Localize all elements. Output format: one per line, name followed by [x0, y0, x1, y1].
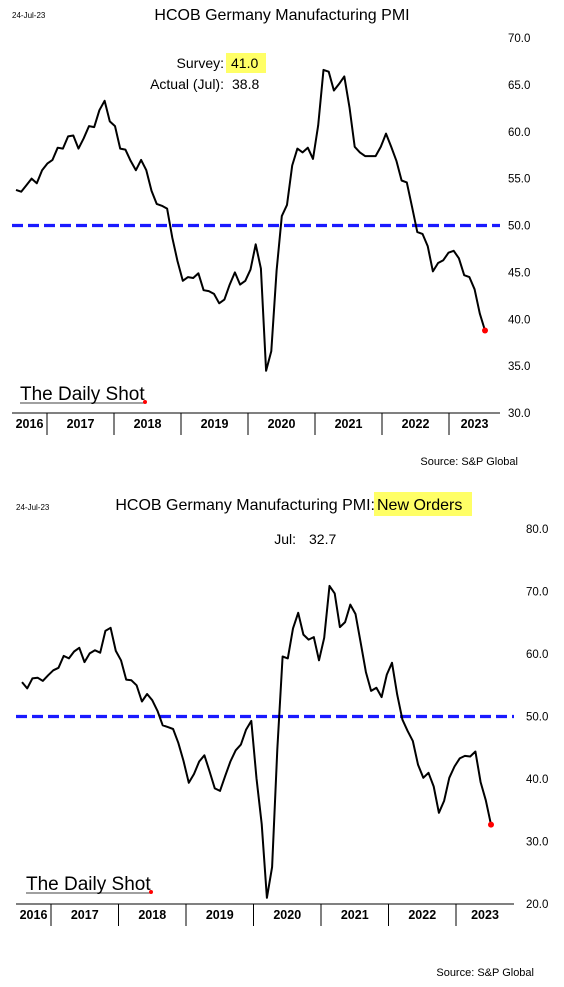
x-tick-label: 2019 — [206, 908, 234, 922]
x-tick-label: 2020 — [273, 908, 301, 922]
title-highlight-box — [374, 492, 472, 516]
y-tick-label: 30.0 — [526, 837, 548, 849]
y-tick-label: 20.0 — [526, 899, 548, 911]
y-tick-label: 35.0 — [508, 361, 530, 373]
y-tick-label: 70.0 — [526, 587, 548, 599]
date-stamp: 24-Jul-23 — [16, 503, 50, 512]
chart-panel-new-orders: 24-Jul-23 HCOB Germany Manufacturing PMI… — [0, 490, 564, 982]
chart-title: HCOB Germany Manufacturing PMI: — [115, 497, 375, 514]
source-note: Source: S&P Global — [436, 967, 534, 979]
x-tick-label: 2019 — [201, 417, 229, 431]
watermark-dot — [143, 400, 147, 404]
x-tick-label: 2018 — [138, 908, 166, 922]
chart-panel-pmi: 24-Jul-23 HCOB Germany Manufacturing PMI… — [0, 0, 564, 490]
y-tick-label: 60.0 — [526, 649, 548, 661]
date-stamp: 24-Jul-23 — [12, 11, 46, 20]
x-tick-label: 2016 — [20, 908, 48, 922]
y-tick-label: 55.0 — [508, 174, 530, 186]
x-tick-label: 2018 — [134, 417, 162, 431]
chart-title-highlight: New Orders — [377, 497, 462, 514]
source-note: Source: S&P Global — [420, 456, 518, 468]
y-tick-label: 65.0 — [508, 80, 530, 92]
pmi-chart: 24-Jul-23 HCOB Germany Manufacturing PMI… — [12, 7, 530, 468]
jul-label: Jul: — [274, 531, 296, 547]
actual-value: 38.8 — [232, 76, 259, 92]
y-tick-label: 60.0 — [508, 127, 530, 139]
x-tick-label: 2021 — [335, 417, 363, 431]
y-tick-label: 45.0 — [508, 267, 530, 279]
y-tick-label: 30.0 — [508, 408, 530, 420]
y-tick-label: 50.0 — [508, 221, 530, 233]
x-tick-label: 2020 — [268, 417, 296, 431]
chart-title: HCOB Germany Manufacturing PMI — [154, 7, 409, 24]
actual-label: Actual (Jul): — [150, 76, 224, 92]
last-data-point — [482, 327, 488, 334]
y-tick-label: 70.0 — [508, 33, 530, 45]
x-tick-label: 2023 — [461, 417, 489, 431]
plot-area: 30.0 35.0 40.0 45.0 50.0 55.0 60.0 65.0 70.0 2016… — [12, 33, 530, 435]
y-tick-label: 80.0 — [526, 524, 548, 536]
survey-label: Survey: — [177, 55, 224, 71]
x-tick-label: 2023 — [471, 908, 499, 922]
watermark: The Daily Shot — [20, 384, 145, 405]
y-tick-label: 40.0 — [526, 774, 548, 786]
series-line — [15, 68, 486, 372]
watermark: The Daily Shot — [26, 874, 151, 895]
last-data-point — [488, 821, 494, 828]
new-orders-chart: 24-Jul-23 HCOB Germany Manufacturing PMI… — [16, 492, 548, 979]
watermark-dot — [149, 890, 153, 894]
x-tick-label: 2017 — [71, 908, 99, 922]
survey-value: 41.0 — [231, 55, 258, 71]
x-tick-label: 2022 — [408, 908, 436, 922]
x-tick-label: 2017 — [67, 417, 95, 431]
y-tick-label: 50.0 — [526, 712, 548, 724]
x-tick-label: 2021 — [341, 908, 369, 922]
jul-value: 32.7 — [309, 531, 336, 547]
x-tick-label: 2016 — [16, 417, 44, 431]
survey-highlight — [226, 53, 266, 73]
series-line — [21, 584, 492, 899]
x-tick-label: 2022 — [402, 417, 430, 431]
y-tick-label: 40.0 — [508, 314, 530, 326]
plot-area: 20.0 30.0 40.0 50.0 60.0 70.0 80.0 2016 2017 2018… — [16, 524, 548, 926]
